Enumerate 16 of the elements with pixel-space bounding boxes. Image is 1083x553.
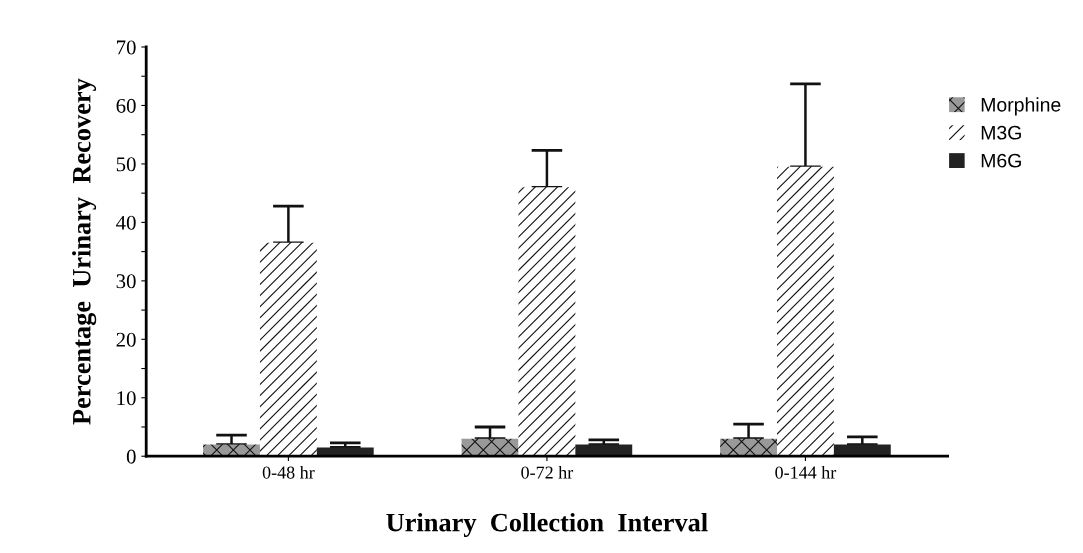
y-tick-label: 50 — [116, 157, 136, 172]
legend-label: Morphine — [981, 97, 1061, 116]
y-tick-label: 0 — [126, 449, 136, 464]
x-tick-label: 0-144 hr — [775, 465, 837, 479]
y-tick-label: 40 — [116, 215, 136, 230]
y-tick-label: 30 — [116, 274, 136, 289]
y-tick-label: 60 — [116, 98, 136, 113]
x-tick-label: 0-48 hr — [262, 465, 315, 479]
y-tick-label: 70 — [117, 40, 136, 55]
y-tick-label: 10 — [117, 391, 136, 406]
legend-label: M3G — [981, 125, 1021, 140]
y-axis-title: Percentage Urinary Recovery — [72, 78, 97, 425]
y-tick-label: 20 — [116, 332, 136, 347]
x-axis-title: Urinary Collection Interval — [386, 512, 708, 537]
x-tick-label: 0-72 hr — [521, 465, 574, 479]
legend-label: M6G — [981, 153, 1021, 168]
